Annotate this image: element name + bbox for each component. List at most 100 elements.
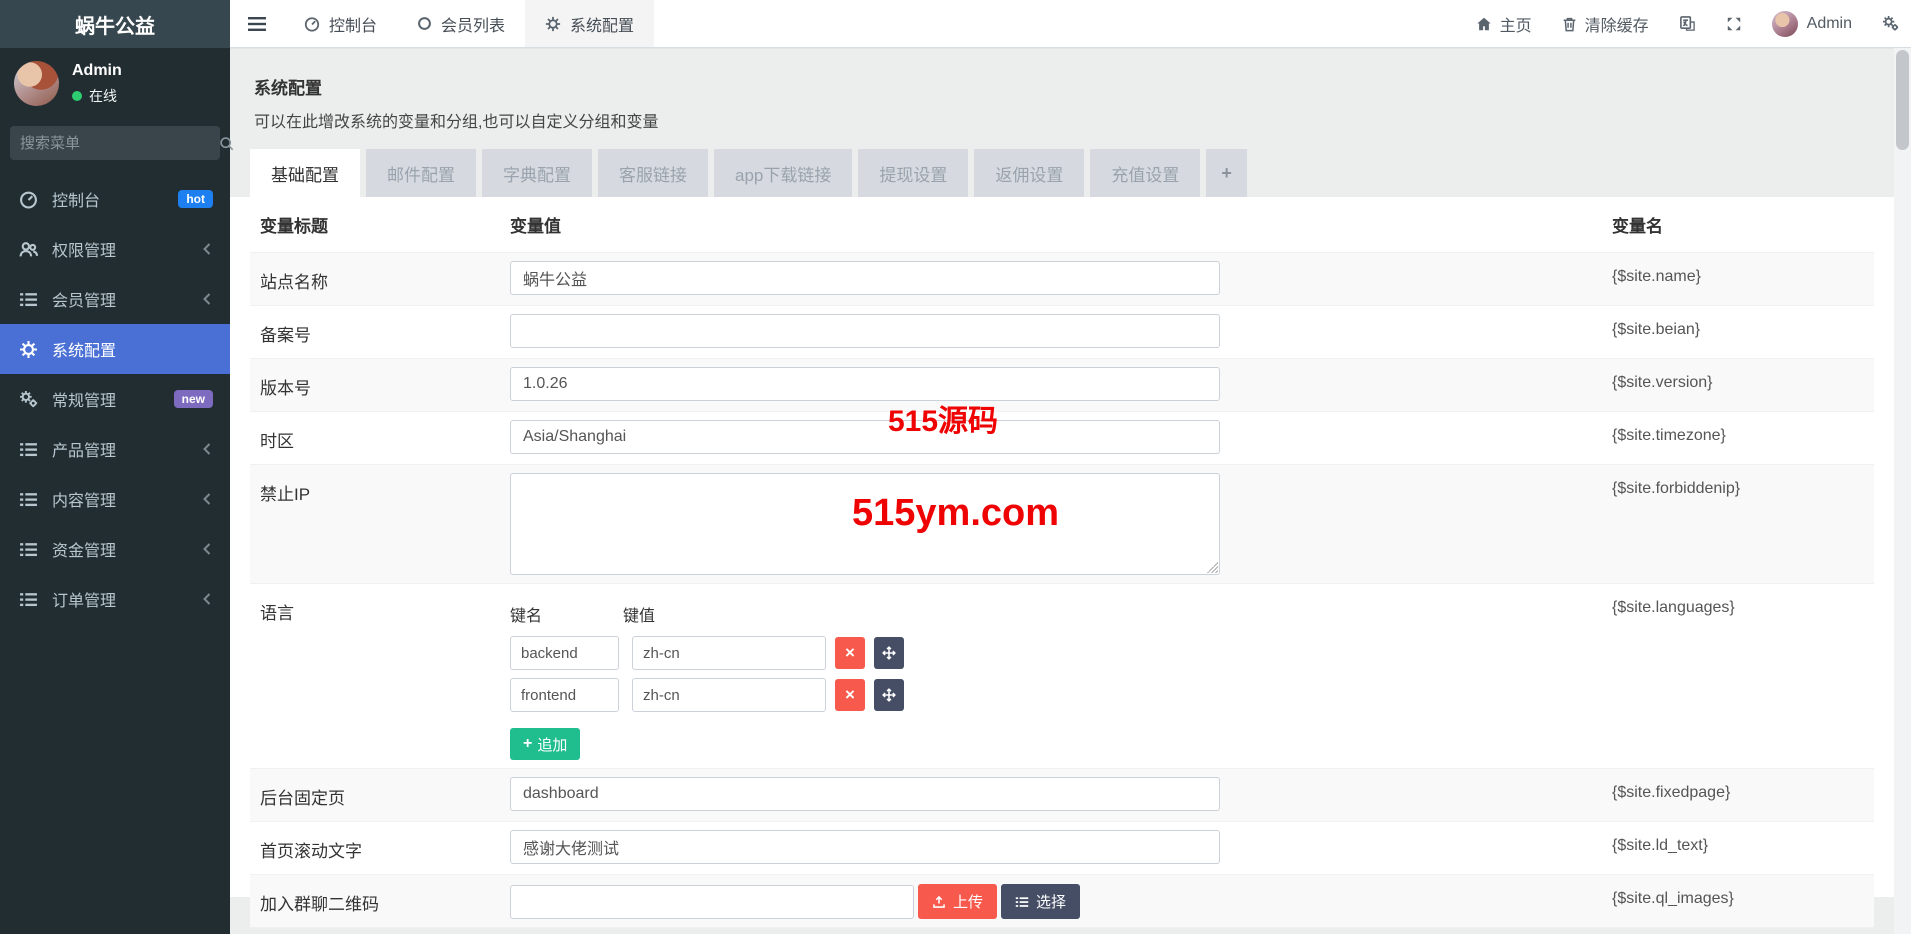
value-header: 键值 bbox=[623, 608, 656, 625]
topbar-tab-system-config[interactable]: 系统配置 bbox=[525, 0, 655, 47]
sidebar-item-label: 系统配置 bbox=[52, 343, 117, 360]
sidebar-item-system-config[interactable]: 系统配置 bbox=[0, 324, 230, 374]
site-name-input[interactable] bbox=[510, 261, 1220, 295]
move-row-button[interactable] bbox=[874, 637, 904, 669]
topbar-tab-member-list[interactable]: 会员列表 bbox=[397, 0, 525, 47]
plus-icon: + bbox=[523, 735, 533, 752]
sidebar-item-content[interactable]: 内容管理 bbox=[0, 474, 230, 524]
user-status-label: 在线 bbox=[89, 87, 117, 104]
variable-name: {$site.beian} bbox=[1612, 321, 1701, 338]
navbar-user-name: Admin bbox=[1806, 14, 1852, 32]
table-row: 后台固定页 {$site.fixedpage} bbox=[250, 769, 1874, 822]
config-tabs: 基础配置 邮件配置 字典配置 客服链接 app下载链接 提现设置 返佣设置 充值… bbox=[230, 149, 1894, 197]
table-row: 站点名称 {$site.name} bbox=[250, 253, 1874, 306]
cogs-icon bbox=[17, 390, 39, 409]
lang-key-input[interactable] bbox=[510, 678, 619, 712]
move-row-button[interactable] bbox=[874, 679, 904, 711]
user-panel: Admin 在线 bbox=[0, 48, 230, 116]
tab-withdraw-settings[interactable]: 提现设置 bbox=[858, 149, 969, 197]
home-link[interactable]: 主页 bbox=[1476, 12, 1532, 36]
search-input[interactable] bbox=[20, 134, 219, 152]
variable-name: {$site.ld_text} bbox=[1612, 837, 1709, 854]
row-label: 加入群聊二维码 bbox=[260, 895, 379, 914]
avatar bbox=[1771, 10, 1798, 37]
sidebar-item-products[interactable]: 产品管理 bbox=[0, 424, 230, 474]
sidebar-item-general[interactable]: 常规管理 new bbox=[0, 374, 230, 424]
lang-value-input[interactable] bbox=[632, 678, 826, 712]
column-header: 变量值 bbox=[510, 217, 561, 236]
lang-value-input[interactable] bbox=[632, 636, 826, 670]
variable-name: {$site.timezone} bbox=[1612, 427, 1726, 444]
chevron-left-icon bbox=[202, 542, 213, 556]
version-input[interactable] bbox=[510, 367, 1220, 401]
table-row: 语言 键名 键值 × × bbox=[250, 584, 1874, 769]
resize-handle[interactable] bbox=[1207, 562, 1218, 573]
sidebar-item-members[interactable]: 会员管理 bbox=[0, 274, 230, 324]
page-title: 系统配置 bbox=[254, 79, 322, 98]
trash-icon bbox=[1562, 16, 1577, 32]
circle-icon bbox=[417, 16, 432, 31]
beian-input[interactable] bbox=[510, 314, 1220, 348]
sidebar-item-label: 内容管理 bbox=[52, 493, 117, 510]
sidebar-item-label: 常规管理 bbox=[52, 393, 117, 410]
table-header-row: 变量标题 变量值 变量名 bbox=[250, 197, 1874, 253]
fullscreen-icon[interactable] bbox=[1726, 16, 1742, 32]
append-button[interactable]: + 追加 bbox=[510, 728, 581, 760]
fixed-page-input[interactable] bbox=[510, 777, 1220, 811]
sidebar-item-dashboard[interactable]: 控制台 hot bbox=[0, 174, 230, 224]
upload-button[interactable]: 上传 bbox=[918, 884, 998, 919]
settings-gears-icon[interactable] bbox=[1882, 15, 1899, 32]
avatar bbox=[14, 61, 59, 106]
language-icon[interactable] bbox=[1679, 15, 1696, 32]
navbar-user-menu[interactable]: Admin bbox=[1771, 10, 1852, 37]
key-header: 键名 bbox=[510, 608, 543, 625]
search-icon[interactable] bbox=[219, 136, 234, 151]
scroll-text-input[interactable] bbox=[510, 830, 1220, 864]
tab-rebate-settings[interactable]: 返佣设置 bbox=[974, 149, 1085, 197]
list-icon bbox=[17, 290, 39, 309]
table-row: 备案号 {$site.beian} bbox=[250, 306, 1874, 359]
tab-basic-config[interactable]: 基础配置 bbox=[250, 149, 360, 197]
user-status: 在线 bbox=[72, 86, 122, 106]
variable-name: {$site.name} bbox=[1612, 268, 1701, 285]
remove-row-button[interactable]: × bbox=[835, 679, 865, 711]
forbidden-ip-textarea[interactable] bbox=[510, 473, 1220, 575]
chevron-left-icon bbox=[202, 442, 213, 456]
add-tab-button[interactable]: + bbox=[1206, 149, 1247, 197]
home-icon bbox=[1476, 16, 1492, 32]
tab-service-link[interactable]: 客服链接 bbox=[598, 149, 708, 197]
table-row: 首页滚动文字 {$site.ld_text} bbox=[250, 822, 1874, 875]
scrollbar-thumb[interactable] bbox=[1896, 50, 1909, 150]
row-label: 时区 bbox=[260, 432, 294, 451]
list-icon bbox=[17, 590, 39, 609]
row-label: 语言 bbox=[260, 604, 294, 623]
gauge-icon bbox=[304, 16, 320, 32]
sidebar-item-permissions[interactable]: 权限管理 bbox=[0, 224, 230, 274]
tab-app-download[interactable]: app下载链接 bbox=[714, 149, 853, 197]
timezone-input[interactable] bbox=[510, 420, 1220, 454]
new-badge: new bbox=[173, 390, 213, 408]
vertical-scrollbar[interactable] bbox=[1894, 48, 1911, 934]
upload-icon bbox=[933, 895, 945, 908]
sidebar-item-funds[interactable]: 资金管理 bbox=[0, 524, 230, 574]
remove-row-button[interactable]: × bbox=[835, 637, 865, 669]
top-navbar: 控制台 会员列表 系统配置 主页 清除缓存 bbox=[230, 0, 1911, 48]
append-label: 追加 bbox=[537, 736, 568, 754]
table-row: 版本号 {$site.version} bbox=[250, 359, 1874, 412]
clear-cache-link[interactable]: 清除缓存 bbox=[1562, 12, 1649, 36]
sidebar-search bbox=[10, 126, 234, 160]
qr-image-input[interactable] bbox=[510, 884, 914, 919]
tab-dictionary-config[interactable]: 字典配置 bbox=[482, 149, 592, 197]
chevron-left-icon bbox=[202, 592, 213, 606]
kv-row: × bbox=[510, 636, 1590, 670]
lang-key-input[interactable] bbox=[510, 636, 619, 670]
variable-name: {$site.fixedpage} bbox=[1612, 784, 1731, 801]
choose-button[interactable]: 选择 bbox=[1001, 884, 1081, 919]
sidebar-item-orders[interactable]: 订单管理 bbox=[0, 574, 230, 624]
variable-name: {$site.version} bbox=[1612, 374, 1713, 391]
sidebar-item-label: 会员管理 bbox=[52, 293, 117, 310]
topbar-tab-dashboard[interactable]: 控制台 bbox=[284, 0, 397, 47]
tab-recharge-settings[interactable]: 充值设置 bbox=[1090, 149, 1201, 197]
tab-mail-config[interactable]: 邮件配置 bbox=[366, 149, 476, 197]
menu-toggle-icon[interactable] bbox=[230, 0, 284, 47]
